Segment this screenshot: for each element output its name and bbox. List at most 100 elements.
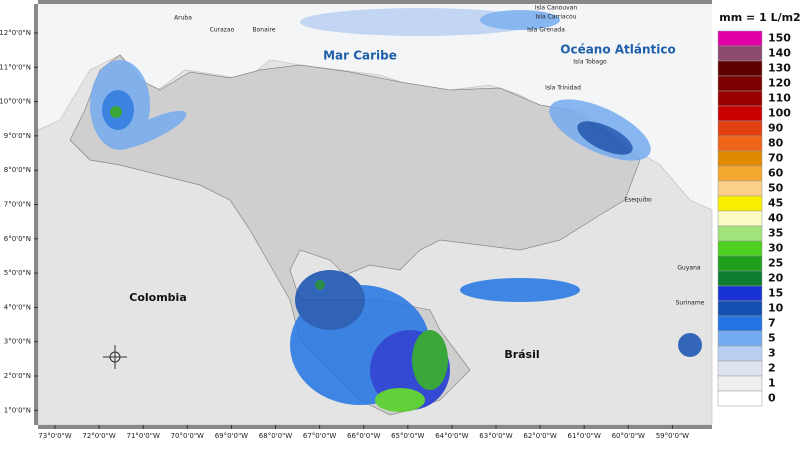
legend-swatch — [717, 165, 763, 182]
longitude-label: 66°0'0"W — [347, 432, 380, 440]
legend-label: 100 — [768, 107, 791, 120]
frame-bottom — [38, 425, 712, 429]
country-label: Guyana — [677, 265, 700, 272]
longitude-label: 62°0'0"W — [523, 432, 556, 440]
longitude-label: 63°0'0"W — [479, 432, 512, 440]
frame-left — [34, 4, 38, 425]
longitude-label: 67°0'0"W — [303, 432, 336, 440]
legend-label: 110 — [768, 92, 791, 105]
longitude-label: 59°0'0"W — [656, 432, 689, 440]
latitude-label: 2°0'0"N — [4, 372, 31, 380]
place-label: Curazao — [210, 27, 235, 34]
place-label: Isla Tobago — [573, 59, 607, 66]
longitude-label: 72°0'0"W — [82, 432, 115, 440]
longitude-label: 69°0'0"W — [215, 432, 248, 440]
longitude-label: 71°0'0"W — [127, 432, 160, 440]
legend-swatch — [717, 150, 763, 167]
legend-label: 70 — [768, 152, 784, 165]
country-label: Colombia — [129, 291, 187, 304]
place-label: Bonaire — [253, 27, 276, 34]
legend-swatch — [717, 105, 763, 122]
legend-swatch — [717, 180, 763, 197]
legend-label: 2 — [768, 362, 776, 375]
legend-label: 50 — [768, 182, 784, 195]
latitude-label: 5°0'0"N — [4, 269, 31, 277]
legend-swatch — [717, 375, 763, 392]
legend-label: 130 — [768, 62, 791, 75]
place-label: Isla Canouvan — [535, 5, 578, 12]
longitude-label: 64°0'0"W — [435, 432, 468, 440]
latitude-label: 12°0'0"N — [0, 29, 31, 37]
latitude-label: 9°0'0"N — [4, 132, 31, 140]
country-label: Suriname — [676, 300, 705, 307]
legend-swatch — [717, 255, 763, 272]
latitude-label: 4°0'0"N — [4, 303, 31, 311]
legend-label: 15 — [768, 287, 783, 300]
longitude-label: 73°0'0"W — [38, 432, 71, 440]
legend-label: 45 — [768, 197, 783, 210]
legend-label: 10 — [768, 302, 784, 315]
place-label: Aruba — [174, 15, 192, 22]
legend-swatch — [717, 360, 763, 377]
legend-label: 1 — [768, 377, 776, 390]
legend-label: 150 — [768, 32, 791, 45]
legend-swatch — [717, 210, 763, 227]
legend-label: 3 — [768, 347, 776, 360]
legend-swatch — [717, 90, 763, 107]
longitude-label: 70°0'0"W — [171, 432, 204, 440]
sea-label: Mar Caribe — [323, 49, 397, 63]
legend-label: 40 — [768, 212, 784, 225]
legend-label: 20 — [768, 272, 784, 285]
legend-label: 7 — [768, 317, 776, 330]
legend-label: 80 — [768, 137, 784, 150]
legend-swatch — [717, 135, 763, 152]
legend-swatch — [717, 225, 763, 242]
place-label: Esequibo — [624, 197, 652, 204]
legend-label: 35 — [768, 227, 783, 240]
latitude-label: 8°0'0"N — [4, 166, 31, 174]
legend-label: 25 — [768, 257, 783, 270]
legend-swatch — [717, 345, 763, 362]
rain-areas — [90, 8, 702, 412]
place-label: Isla Carriacou — [536, 14, 577, 21]
longitude-label: 60°0'0"W — [612, 432, 645, 440]
legend-label: 0 — [768, 392, 776, 405]
country-label: Brásil — [504, 348, 539, 361]
frame-top — [38, 0, 712, 4]
legend-label: 120 — [768, 77, 791, 90]
legend-swatch — [717, 120, 763, 137]
legend-swatch — [717, 60, 763, 77]
latitude-label: 11°0'0"N — [0, 63, 31, 71]
map-area: Aruba Curazao Bonaire Isla Canouvan Isla… — [34, 0, 713, 429]
place-label: Isla Trinidad — [545, 85, 581, 92]
legend-swatch — [717, 300, 763, 317]
sea-label: Océano Atlántico — [560, 43, 676, 57]
legend-label: 60 — [768, 167, 784, 180]
legend-swatch — [717, 195, 763, 212]
legend-label: 90 — [768, 122, 784, 135]
latitude-label: 10°0'0"N — [0, 98, 31, 106]
legend-title: mm = 1 L/m2 — [719, 11, 800, 24]
compass — [103, 345, 127, 369]
legend-label: 30 — [768, 242, 784, 255]
latitude-label: 1°0'0"N — [4, 406, 31, 414]
latitude-label: 6°0'0"N — [4, 235, 31, 243]
legend-swatch — [717, 240, 763, 257]
legend-swatch — [717, 45, 763, 62]
legend-swatch — [717, 270, 763, 287]
latitude-label: 3°0'0"N — [4, 338, 31, 346]
legend-label: 5 — [768, 332, 776, 345]
longitude-label: 68°0'0"W — [259, 432, 292, 440]
place-label: Isla Grenada — [527, 27, 565, 34]
legend-swatch — [717, 390, 763, 407]
legend-swatch — [717, 315, 763, 332]
venezuela — [69, 54, 641, 416]
longitude-label: 61°0'0"W — [568, 432, 601, 440]
legend-swatch — [717, 30, 763, 47]
legend-swatch — [717, 285, 763, 302]
latitude-label: 7°0'0"N — [4, 201, 31, 209]
legend-swatch — [717, 330, 763, 347]
legend-label: 140 — [768, 47, 791, 60]
longitude-label: 65°0'0"W — [391, 432, 424, 440]
